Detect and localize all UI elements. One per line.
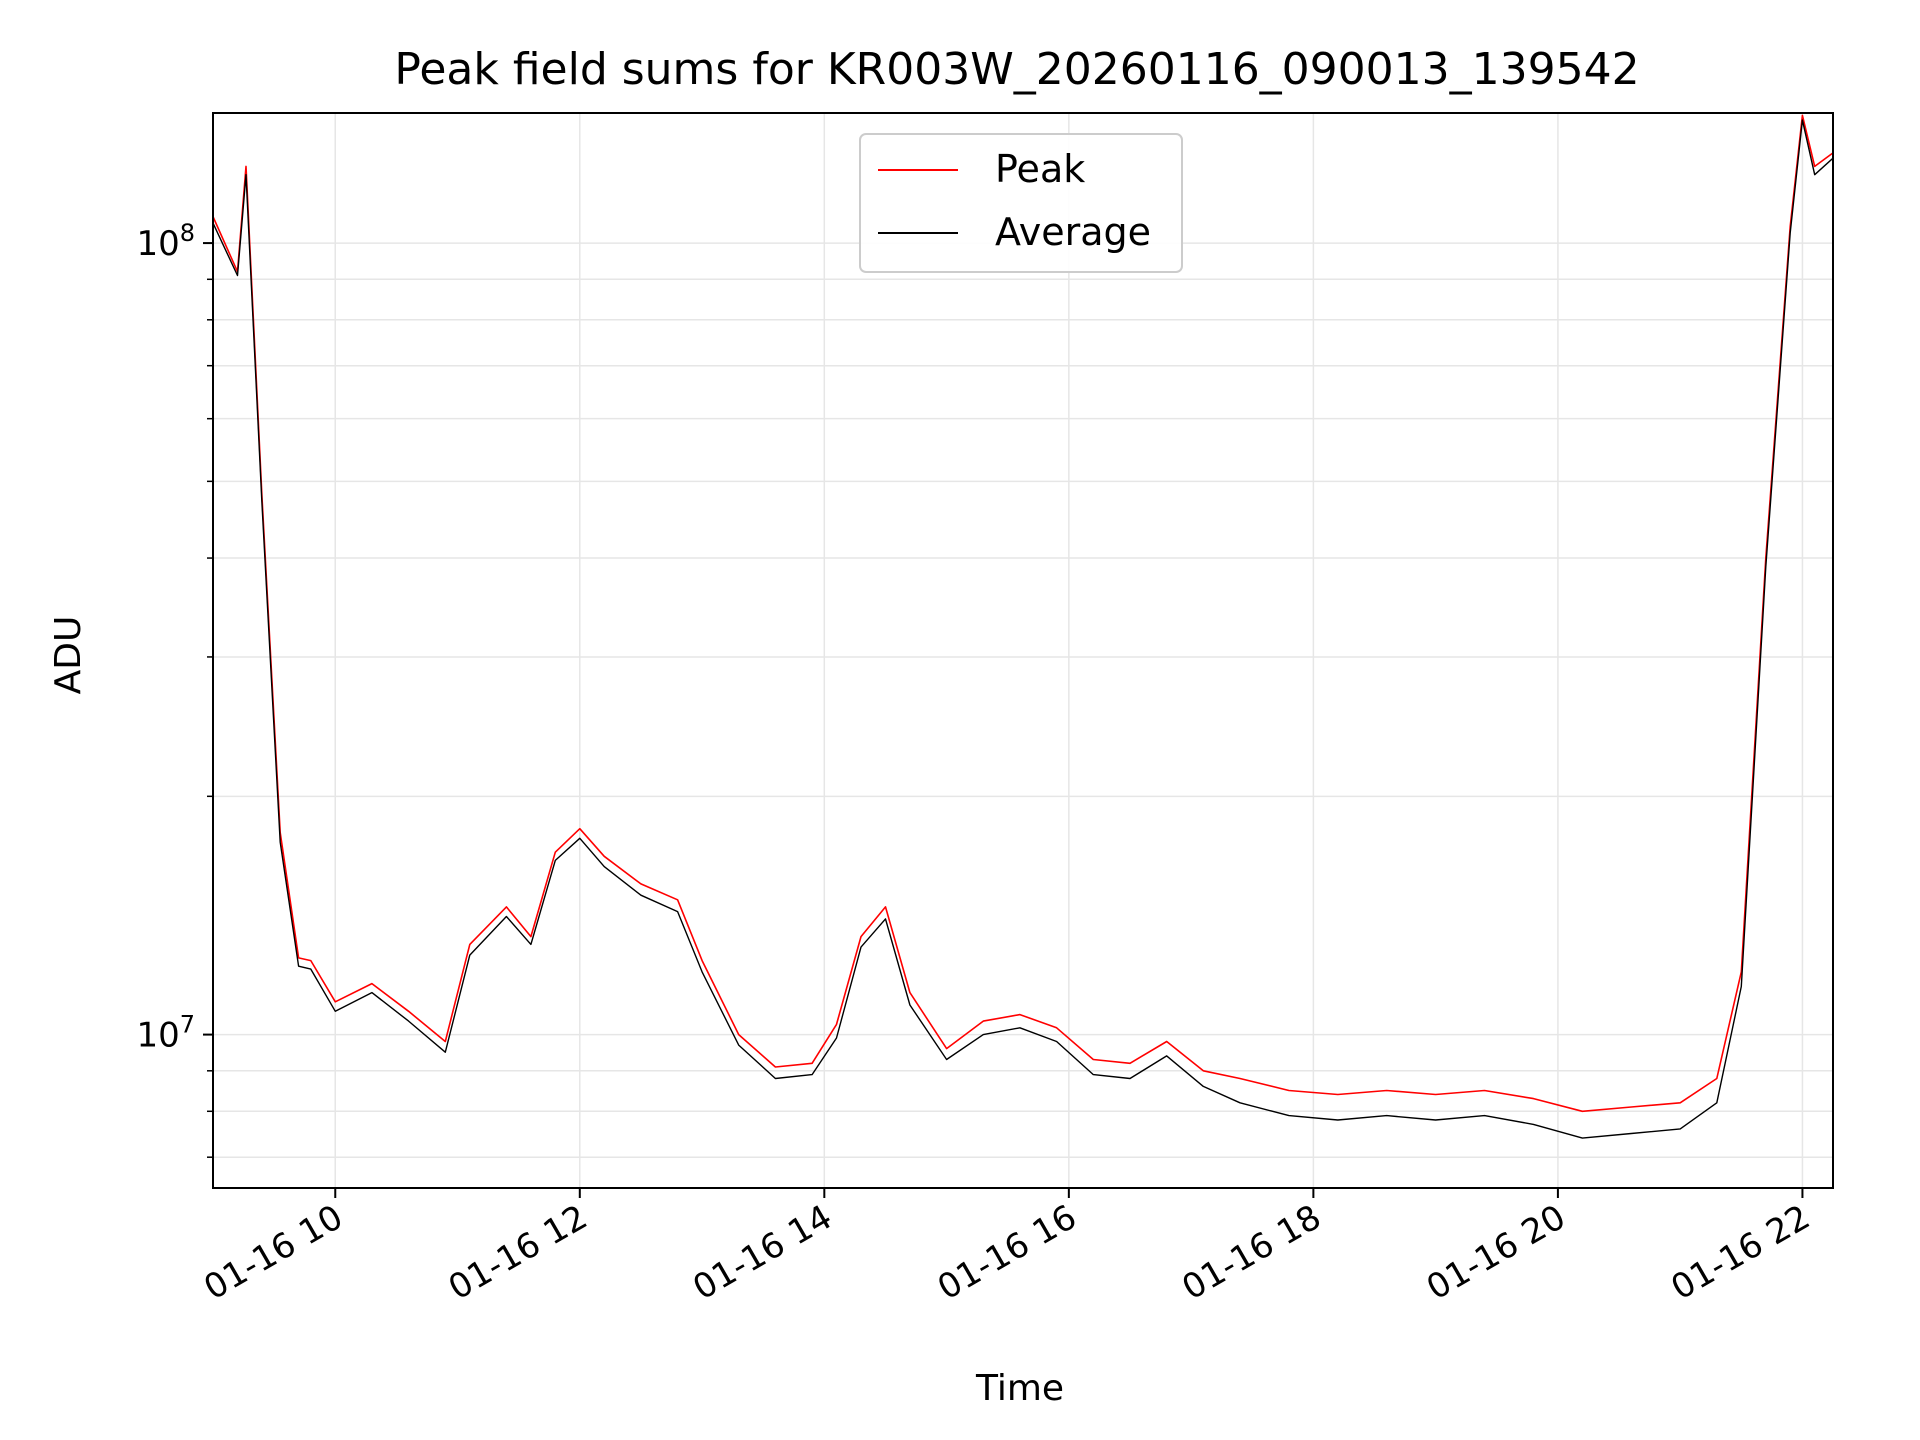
y-tick-label: 108 <box>136 219 195 264</box>
y-tick-base: 10 <box>136 224 179 264</box>
series-layer <box>213 114 1833 1139</box>
y-tick-label: 107 <box>136 1011 195 1056</box>
legend: Peak Average <box>859 133 1183 273</box>
y-tick-exponent: 8 <box>180 219 195 247</box>
legend-peak-label: Peak <box>995 147 1085 191</box>
chart-title: Peak field sums for KR003W_20260116_0900… <box>394 44 1639 95</box>
legend-box <box>859 133 1183 273</box>
x-axis-label: Time <box>975 1368 1064 1409</box>
series-line-peak <box>213 114 1833 1113</box>
y-axis-label: ADU <box>48 616 89 695</box>
series-line-average <box>213 119 1833 1139</box>
y-tick-base: 10 <box>136 1016 179 1056</box>
grid <box>213 113 1833 1188</box>
y-tick-exponent: 7 <box>180 1011 195 1039</box>
plot-frame <box>212 112 1834 1189</box>
legend-average-label: Average <box>995 210 1151 254</box>
